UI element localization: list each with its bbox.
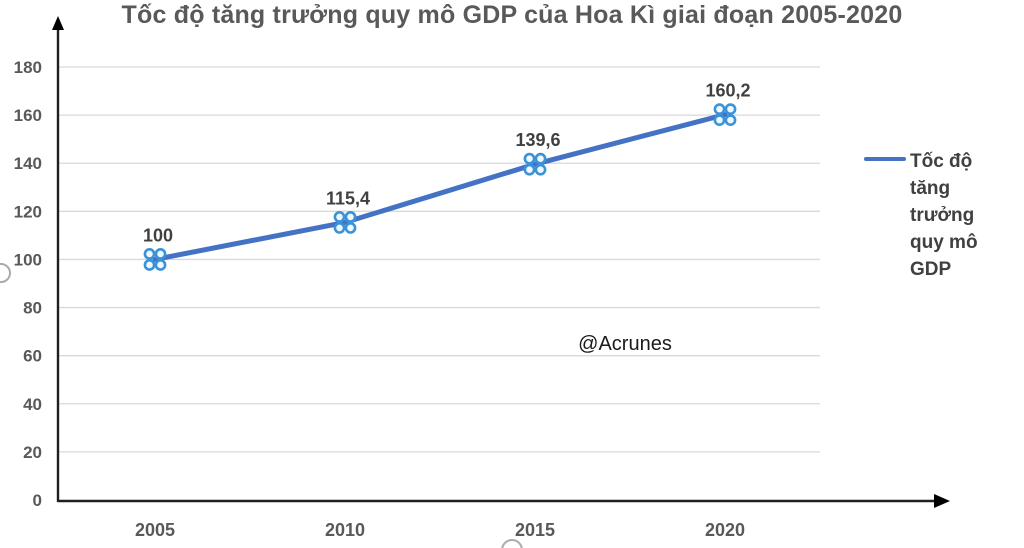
x-tick-label: 2020 bbox=[705, 520, 745, 540]
data-point-marker bbox=[534, 163, 547, 176]
x-tick-label: 2015 bbox=[515, 520, 555, 540]
y-tick-label: 100 bbox=[14, 250, 42, 269]
data-point-label: 139,6 bbox=[515, 130, 560, 150]
chart-title: Tốc độ tăng trưởng quy mô GDP của Hoa Kì… bbox=[121, 1, 903, 29]
data-point-marker bbox=[143, 259, 156, 271]
y-axis-arrow-icon bbox=[52, 16, 64, 30]
data-point-marker bbox=[333, 221, 346, 234]
y-tick-label: 140 bbox=[14, 154, 42, 173]
selection-handle-bottom[interactable] bbox=[501, 539, 523, 548]
data-point-marker bbox=[713, 103, 726, 116]
data-point-marker bbox=[523, 152, 536, 165]
series-line bbox=[152, 112, 728, 262]
data-point-label: 100 bbox=[143, 225, 173, 245]
data-point-marker bbox=[143, 248, 156, 260]
data-point-marker bbox=[523, 163, 536, 176]
data-point-marker bbox=[724, 114, 737, 127]
legend-line-swatch bbox=[864, 157, 906, 161]
y-tick-label: 40 bbox=[23, 395, 42, 414]
y-tick-label: 0 bbox=[33, 491, 42, 510]
legend: Tốc độ tăng trưởng quy mô GDP bbox=[864, 148, 1020, 283]
y-tick-label: 20 bbox=[23, 443, 42, 462]
legend-label: Tốc độ tăng trưởng quy mô GDP bbox=[910, 151, 978, 280]
data-point-label: 115,4 bbox=[326, 188, 370, 208]
data-point-marker bbox=[534, 152, 547, 165]
data-point-marker bbox=[154, 248, 167, 260]
data-point-marker bbox=[154, 259, 167, 271]
data-point-marker bbox=[344, 221, 357, 234]
x-axis-arrow-icon bbox=[934, 494, 950, 508]
x-tick-label: 2005 bbox=[135, 520, 175, 540]
data-point-label: 160,2 bbox=[705, 81, 750, 101]
data-point-marker bbox=[333, 210, 346, 223]
data-point-marker bbox=[713, 114, 726, 127]
y-tick-label: 80 bbox=[23, 299, 42, 318]
data-point-marker bbox=[344, 210, 357, 223]
y-tick-label: 60 bbox=[23, 347, 42, 366]
y-tick-label: 120 bbox=[14, 202, 42, 221]
y-tick-label: 160 bbox=[14, 106, 42, 125]
x-tick-label: 2010 bbox=[325, 520, 365, 540]
selection-handle-left[interactable] bbox=[0, 263, 11, 283]
data-point-marker bbox=[724, 103, 737, 116]
y-tick-label: 180 bbox=[14, 58, 42, 77]
watermark-text: @Acrunes bbox=[578, 333, 672, 355]
